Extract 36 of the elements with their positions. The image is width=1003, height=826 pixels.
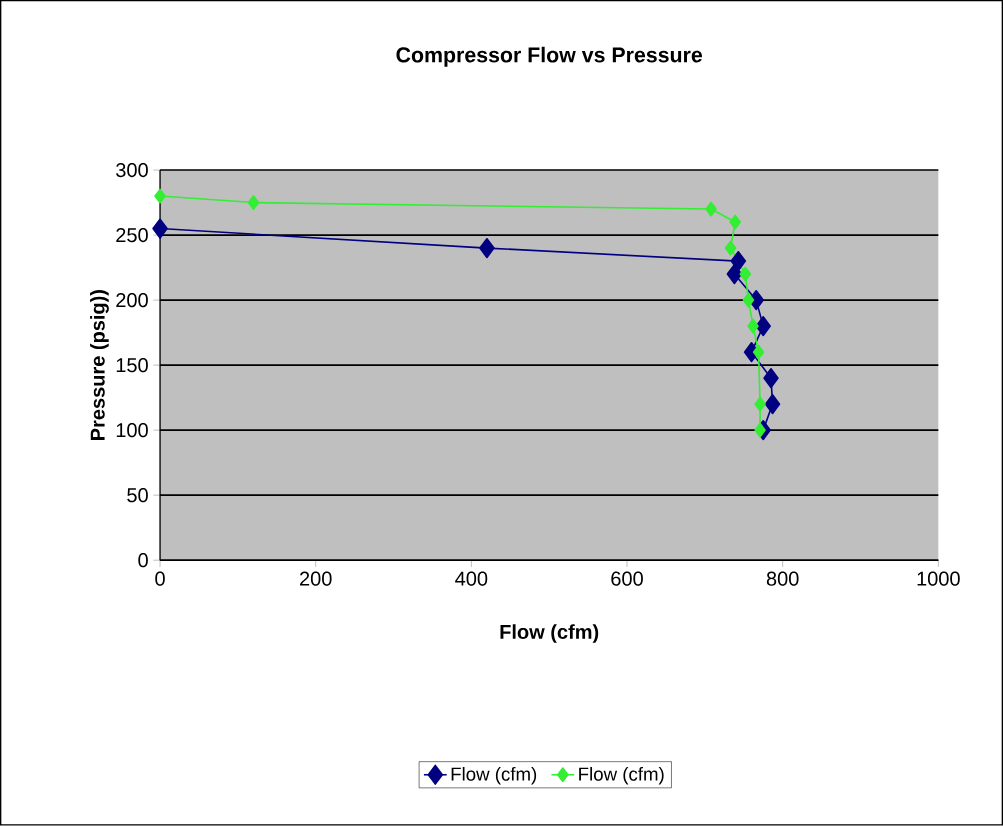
legend-label: Flow (cfm) xyxy=(451,767,537,785)
point xyxy=(764,394,781,415)
point xyxy=(479,238,495,259)
legend-label: Flow (cfm) xyxy=(579,767,664,785)
y-tick-label: 250 xyxy=(116,228,148,243)
y-tick-label: 0 xyxy=(138,553,148,568)
point xyxy=(247,195,260,211)
point xyxy=(739,266,752,282)
y-tick-label: 100 xyxy=(116,423,148,438)
point xyxy=(729,214,741,230)
point xyxy=(730,251,747,272)
point xyxy=(726,264,743,285)
point xyxy=(705,201,717,217)
point xyxy=(152,218,168,239)
point xyxy=(754,396,766,412)
point xyxy=(755,316,772,337)
x-tick-label: 1000 xyxy=(917,571,960,586)
x-tick-label: 400 xyxy=(455,571,488,586)
point xyxy=(754,422,766,438)
x-tick-label: 200 xyxy=(300,571,332,586)
point xyxy=(742,292,755,308)
point xyxy=(763,368,779,389)
x-axis-title: Flow (cfm) xyxy=(500,624,599,644)
y-axis-title: Pressure (psig)) xyxy=(90,290,109,441)
point xyxy=(747,318,759,334)
point xyxy=(724,240,737,256)
y-tick-label: 50 xyxy=(127,488,148,503)
x-tick-label: 800 xyxy=(766,571,799,586)
x-tick-label: 0 xyxy=(155,571,165,586)
x-tick-label: 600 xyxy=(611,571,643,586)
y-tick-label: 200 xyxy=(116,293,148,308)
point xyxy=(752,344,765,360)
point xyxy=(154,188,166,204)
y-tick-label: 150 xyxy=(116,358,148,373)
y-tick-label: 300 xyxy=(116,163,148,178)
chart-title: Compressor Flow vs Pressure xyxy=(396,46,703,67)
